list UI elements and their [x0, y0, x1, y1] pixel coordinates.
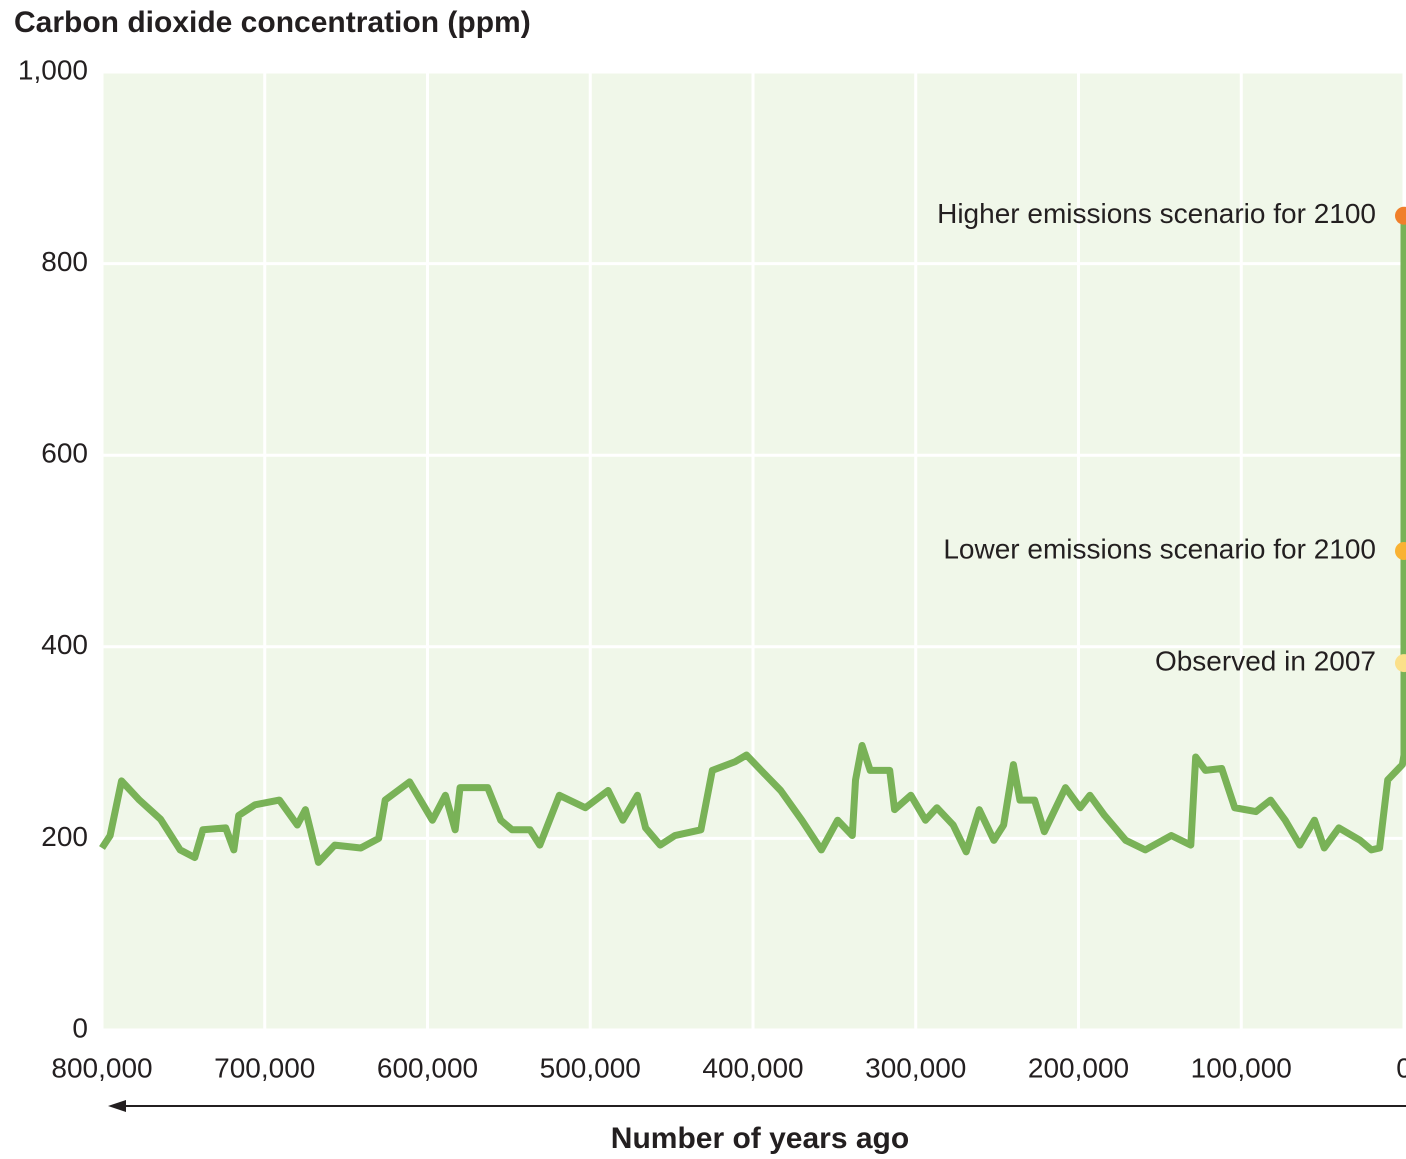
- x-tick-label: 400,000: [702, 1052, 803, 1083]
- x-tick-label: 800,000: [51, 1052, 152, 1083]
- y-tick-label: 400: [41, 629, 88, 660]
- y-tick-label: 600: [41, 438, 88, 469]
- x-tick-label: 600,000: [377, 1052, 478, 1083]
- y-tick-label: 800: [41, 246, 88, 277]
- annotation-label: Observed in 2007: [1155, 645, 1376, 676]
- y-tick-label: 1,000: [18, 54, 88, 85]
- chart-title: Carbon dioxide concentration (ppm): [14, 6, 531, 39]
- x-tick-label: 200,000: [1028, 1052, 1129, 1083]
- plot-area: 0 200 400 600 800 1,000 800,000 700,000 600,000 5…: [18, 54, 1406, 1083]
- x-axis-title: Number of years ago: [611, 1122, 909, 1155]
- annotation-label: Lower emissions scenario for 2100: [943, 533, 1376, 564]
- x-tick-label: 100,000: [1191, 1052, 1292, 1083]
- annotation-point: [1395, 542, 1406, 560]
- annotation-point: [1395, 654, 1406, 673]
- annotation-label: Higher emissions scenario for 2100: [937, 198, 1376, 229]
- y-tick-label: 200: [41, 821, 88, 852]
- y-tick-label: 0: [72, 1012, 88, 1043]
- co2-line: [99, 215, 1406, 866]
- annotation-point: [1395, 206, 1406, 225]
- x-tick-label: 500,000: [540, 1052, 641, 1083]
- x-tick-label: 700,000: [214, 1052, 315, 1083]
- arrow-head: [108, 1100, 126, 1112]
- x-tick-label: 300,000: [865, 1052, 966, 1083]
- x-tick-label: 0: [1396, 1052, 1406, 1083]
